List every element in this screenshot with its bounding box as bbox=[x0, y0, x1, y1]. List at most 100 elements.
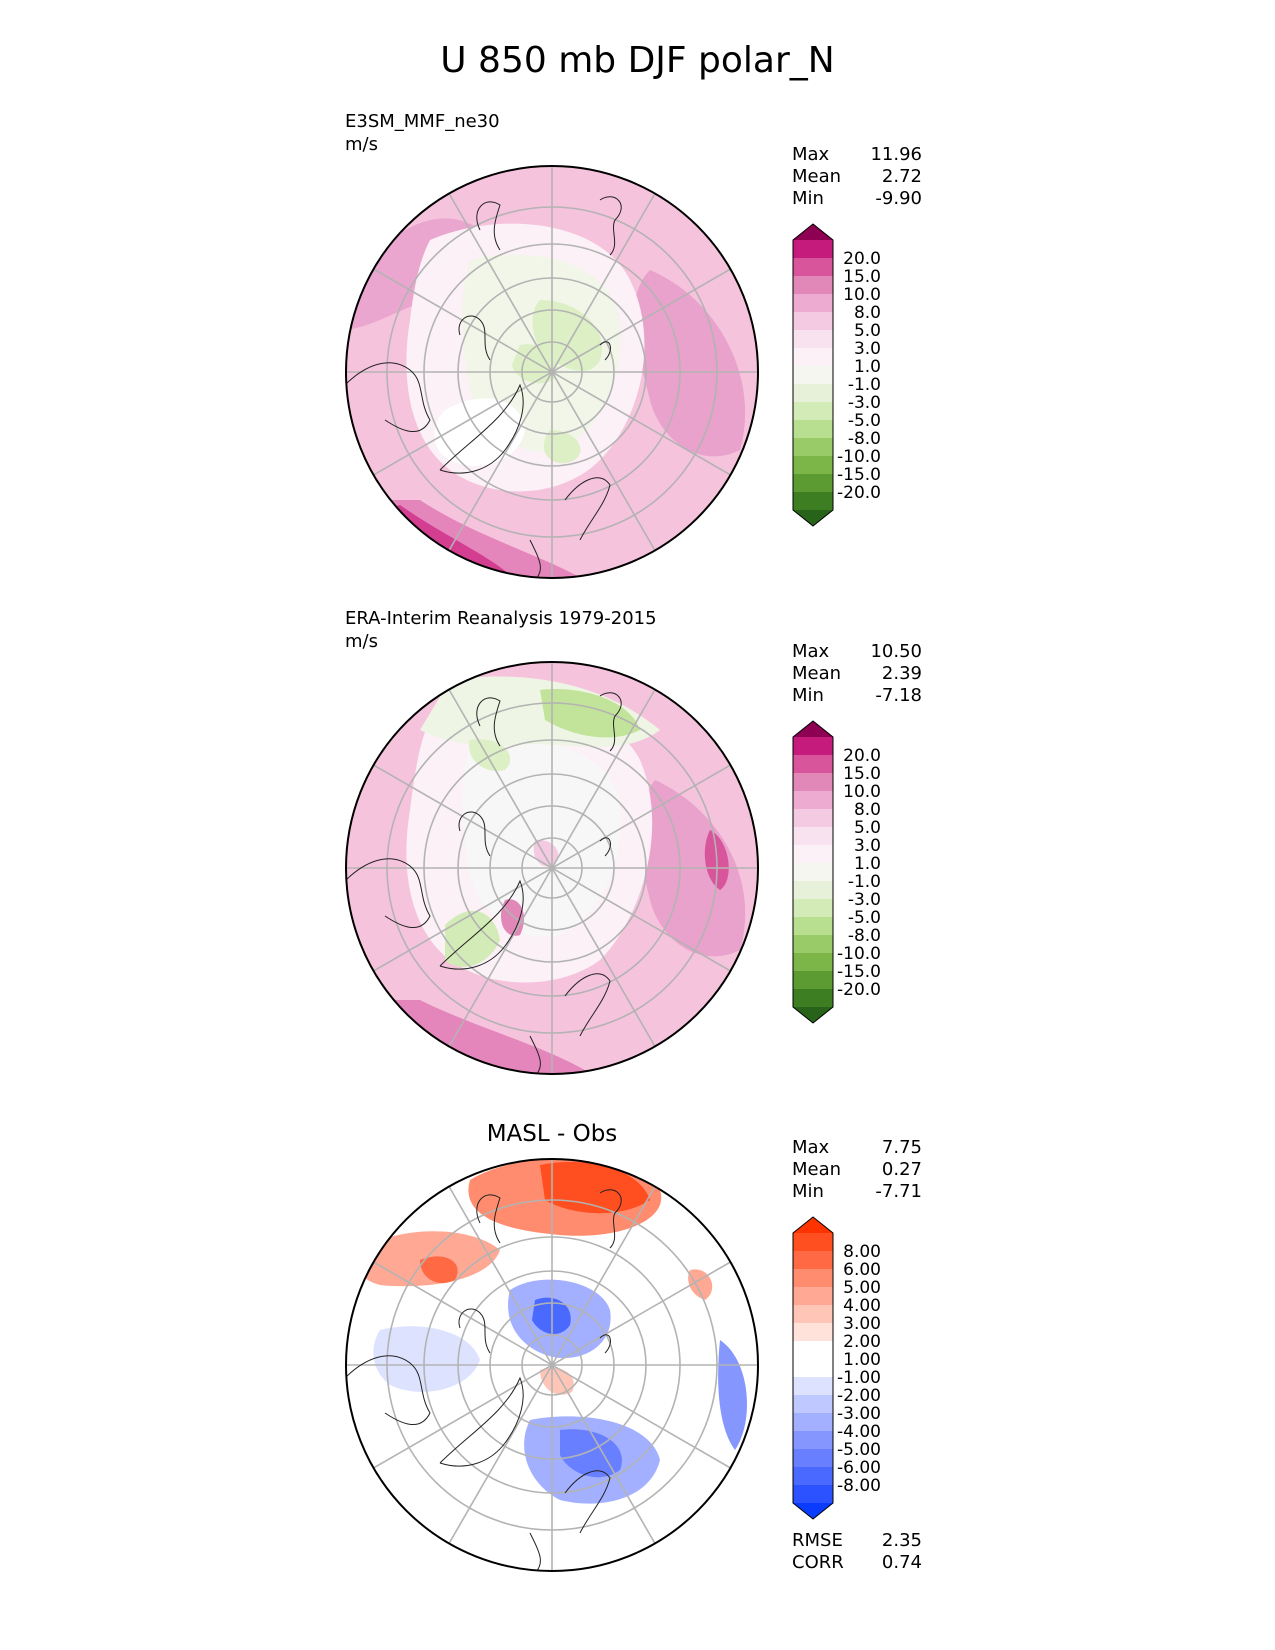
colorbar-band bbox=[793, 294, 833, 313]
colorbar-band bbox=[793, 917, 833, 936]
colorbar-tick-label: -5.0 bbox=[848, 411, 881, 431]
colorbar-band bbox=[793, 953, 833, 972]
colorbar-band bbox=[793, 935, 833, 954]
colorbar-outline bbox=[792, 223, 834, 527]
meridian bbox=[446, 189, 658, 555]
colorbar-tick-label: -5.00 bbox=[837, 1440, 881, 1460]
colorbar-tick-label: 6.00 bbox=[843, 1260, 881, 1280]
coastline bbox=[564, 477, 611, 541]
colorbar-tick-label: 5.0 bbox=[854, 818, 881, 838]
test-map-boundary bbox=[345, 165, 759, 579]
colorbar-band bbox=[793, 1233, 833, 1252]
colorbar-band bbox=[793, 1305, 833, 1324]
ref-map-boundary bbox=[345, 661, 759, 1075]
colorbar-tick-label: 10.0 bbox=[843, 285, 881, 305]
colorbar-band bbox=[793, 1251, 833, 1270]
coastline bbox=[599, 692, 622, 752]
colorbar-tick-label: -20.0 bbox=[837, 980, 881, 1000]
contour-region bbox=[373, 1326, 480, 1392]
colorbar-tick-label: 3.0 bbox=[854, 339, 881, 359]
colorbar-extend-max bbox=[793, 721, 833, 737]
diff-map bbox=[345, 1158, 759, 1572]
ref-colorbar: 20.015.010.08.05.03.01.0-1.0-3.0-5.0-8.0… bbox=[792, 720, 881, 1024]
colorbar-tick-label: -3.0 bbox=[848, 393, 881, 413]
contour-region bbox=[543, 430, 581, 464]
colorbar-band bbox=[793, 366, 833, 385]
colorbar-band bbox=[793, 737, 833, 756]
stat-label: Mean bbox=[792, 663, 842, 684]
colorbar-band bbox=[793, 755, 833, 774]
diff-colorbar: 8.006.005.004.003.002.001.00-1.00-2.00-3… bbox=[792, 1216, 881, 1520]
contour-region bbox=[540, 689, 640, 738]
colorbar-band bbox=[793, 863, 833, 882]
colorbar-tick-label: 1.0 bbox=[854, 854, 881, 874]
metric-value: 0.74 bbox=[881, 1552, 922, 1573]
colorbar-band bbox=[793, 1485, 833, 1504]
stat-value: 10.50 bbox=[870, 641, 922, 662]
diff-graticule bbox=[346, 1159, 758, 1571]
colorbar-band bbox=[793, 881, 833, 900]
colorbar-tick-label: 15.0 bbox=[843, 267, 881, 287]
stat-value: 11.96 bbox=[870, 144, 922, 165]
colorbar-extend-min bbox=[793, 510, 833, 526]
coastline bbox=[599, 1334, 611, 1354]
colorbar-tick-label: -3.00 bbox=[837, 1404, 881, 1424]
colorbar-band bbox=[793, 1395, 833, 1414]
coastline bbox=[599, 1189, 622, 1249]
metric-label: CORR bbox=[792, 1552, 844, 1573]
diff-coastlines bbox=[346, 1189, 622, 1571]
colorbar-band bbox=[793, 809, 833, 828]
stat-label: Max bbox=[792, 641, 830, 662]
colorbar-outline bbox=[792, 1216, 834, 1520]
stat-value: -7.18 bbox=[875, 685, 922, 706]
ref-map bbox=[345, 661, 759, 1075]
colorbar-tick-label: 5.00 bbox=[843, 1278, 881, 1298]
colorbar-band bbox=[793, 1467, 833, 1486]
stat-label: Max bbox=[792, 144, 830, 165]
coastline bbox=[458, 315, 491, 361]
stat-value: 0.27 bbox=[881, 1159, 922, 1180]
colorbar-band bbox=[793, 456, 833, 475]
ref-stat-max: Max 10.50 bbox=[792, 641, 922, 664]
colorbar-tick-label: -1.0 bbox=[848, 872, 881, 892]
colorbar-extend-max bbox=[793, 1217, 833, 1233]
colorbar-band bbox=[793, 492, 833, 511]
colorbar-extend-min bbox=[793, 1503, 833, 1519]
colorbar-tick-label: -10.0 bbox=[837, 944, 881, 964]
colorbar-tick-label: 4.00 bbox=[843, 1296, 881, 1316]
coastline bbox=[439, 383, 524, 474]
stat-value: -7.71 bbox=[875, 1181, 922, 1202]
colorbar-tick-label: 8.0 bbox=[854, 800, 881, 820]
colorbar-band bbox=[793, 989, 833, 1008]
colorbar-tick-label: -15.0 bbox=[837, 962, 881, 982]
stat-label: Min bbox=[792, 1181, 824, 1202]
colorbar-band bbox=[793, 312, 833, 331]
diff-title: MASL - Obs bbox=[486, 1121, 618, 1147]
colorbar-band bbox=[793, 845, 833, 864]
colorbar-band bbox=[793, 971, 833, 990]
coastline bbox=[439, 1376, 524, 1467]
ref-coastlines bbox=[346, 692, 622, 1074]
contour-region bbox=[420, 1256, 458, 1284]
coastline bbox=[346, 1355, 431, 1425]
metric-label: RMSE bbox=[792, 1530, 843, 1551]
colorbar-tick-label: -2.00 bbox=[837, 1386, 881, 1406]
diff-map-boundary bbox=[345, 1158, 759, 1572]
colorbar-band bbox=[793, 402, 833, 421]
ref-units-label: m/s bbox=[345, 631, 378, 652]
stat-value: 7.75 bbox=[881, 1137, 922, 1158]
colorbar-tick-label: 10.0 bbox=[843, 782, 881, 802]
colorbar-tick-label: 5.0 bbox=[854, 321, 881, 341]
coastline bbox=[599, 196, 622, 256]
colorbar-tick-label: 2.00 bbox=[843, 1332, 881, 1352]
contour-region bbox=[688, 1269, 713, 1300]
colorbar-tick-label: -4.00 bbox=[837, 1422, 881, 1442]
contour-region bbox=[634, 270, 746, 457]
colorbar-band bbox=[793, 791, 833, 810]
stat-label: Min bbox=[792, 188, 824, 209]
colorbar-band bbox=[793, 773, 833, 792]
diff-stat-min: Min -7.71 bbox=[792, 1181, 922, 1204]
colorbar-band bbox=[793, 1359, 833, 1378]
colorbar-band bbox=[793, 258, 833, 277]
